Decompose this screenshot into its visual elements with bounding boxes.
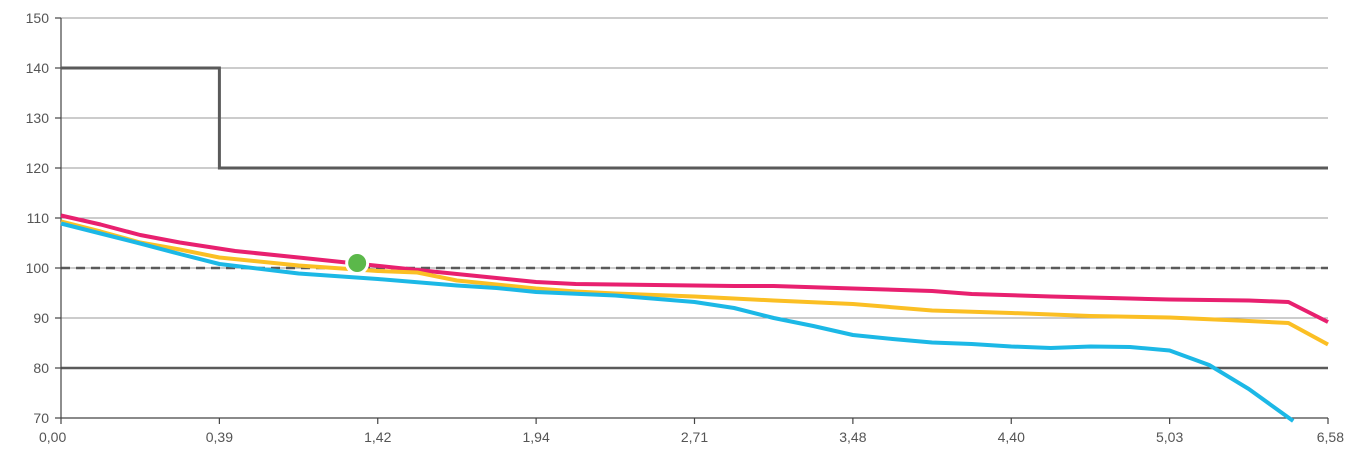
x-tick-label: 4,40: [998, 429, 1025, 445]
axes: [55, 17, 1329, 424]
y-tick-label: 80: [33, 360, 49, 376]
series-line-limit: [61, 66, 1328, 170]
data-marker: [348, 254, 367, 272]
y-tick-label: 110: [27, 210, 50, 226]
y-tick-label: 140: [26, 60, 50, 76]
x-tick-label: 0,39: [206, 429, 233, 445]
x-tick-label: 1,42: [364, 429, 391, 445]
reference-lines: [61, 266, 1328, 370]
series-line-yellow: [60, 219, 1329, 347]
y-tick-label: 70: [33, 410, 49, 426]
x-tick-label: 1,94: [523, 429, 550, 445]
y-tick-label: 90: [33, 310, 49, 326]
x-tick-label: 3,48: [839, 429, 866, 445]
x-tick-label: 0,00: [39, 429, 66, 445]
series-line-cyan: [60, 221, 1295, 423]
x-tick-label: 2,71: [681, 429, 708, 445]
series-line-magenta: [60, 213, 1329, 324]
x-tick-labels: 0,00 0,39 1,42 1,94 2,71 3,48 4,40 5,03 6,58: [39, 429, 1344, 445]
x-tick-label: 5,03: [1156, 429, 1183, 445]
y-tick-label: 120: [26, 160, 50, 176]
series-lines: [60, 66, 1329, 423]
y-tick-label: 150: [26, 10, 50, 26]
y-tick-label: 100: [26, 260, 50, 276]
y-tick-label: 130: [26, 110, 50, 126]
x-tick-label: 6,58: [1317, 429, 1344, 445]
y-tick-labels: 70 80 90 100 110 120 130 140 150: [26, 10, 50, 426]
markers: [345, 251, 370, 275]
